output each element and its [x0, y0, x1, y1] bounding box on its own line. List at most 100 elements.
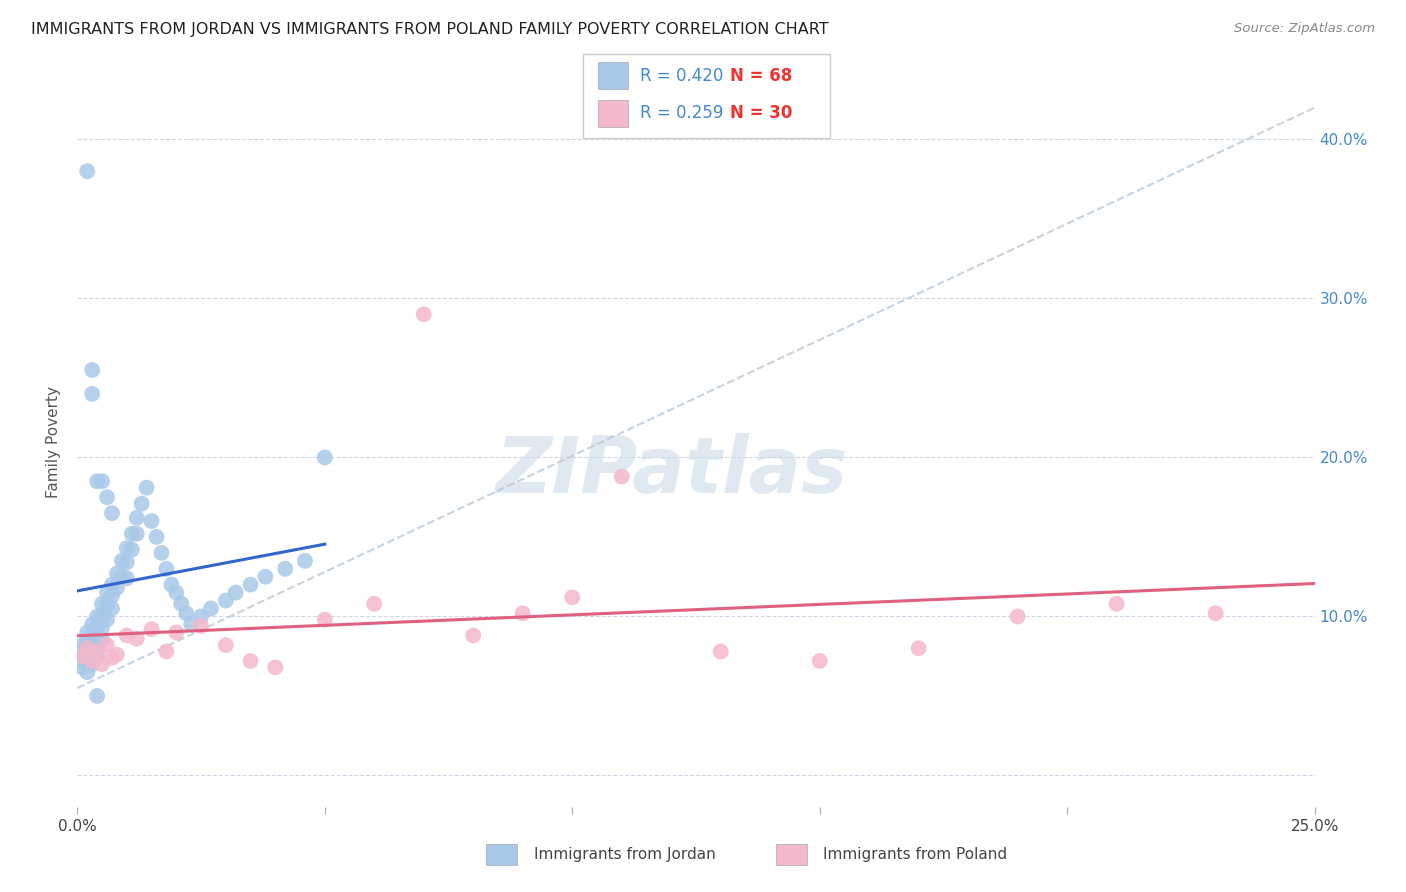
Point	[1105, 597, 1128, 611]
Point	[412, 307, 434, 321]
Point	[72, 660, 94, 674]
Point	[190, 609, 212, 624]
Point	[105, 581, 128, 595]
Point	[115, 628, 138, 642]
Point	[76, 164, 98, 178]
Point	[82, 654, 104, 668]
Text: R = 0.259: R = 0.259	[640, 104, 723, 122]
Point	[82, 648, 104, 662]
Point	[314, 450, 336, 465]
Text: N = 68: N = 68	[730, 67, 792, 85]
Point	[86, 619, 108, 633]
Point	[254, 570, 277, 584]
Point	[1205, 607, 1227, 621]
Point	[121, 526, 143, 541]
Point	[190, 619, 212, 633]
Point	[96, 585, 118, 599]
Point	[101, 577, 124, 591]
Point	[264, 660, 287, 674]
Point	[86, 644, 108, 658]
Point	[91, 609, 114, 624]
Point	[82, 363, 104, 377]
Point	[76, 652, 98, 666]
Point	[111, 570, 134, 584]
Point	[86, 638, 108, 652]
Point	[145, 530, 167, 544]
Point	[91, 633, 114, 648]
Point	[610, 469, 633, 483]
Point	[96, 638, 118, 652]
Point	[72, 649, 94, 664]
Point	[115, 541, 138, 555]
Point	[710, 644, 733, 658]
Point	[125, 526, 148, 541]
Point	[86, 475, 108, 489]
Point	[274, 562, 297, 576]
Point	[174, 607, 197, 621]
Point	[86, 628, 108, 642]
Point	[115, 571, 138, 585]
Point	[215, 593, 238, 607]
Point	[180, 617, 202, 632]
Point	[225, 585, 247, 599]
Point	[170, 597, 193, 611]
Point	[82, 617, 104, 632]
Point	[76, 641, 98, 656]
Point	[141, 514, 163, 528]
Point	[131, 497, 153, 511]
Point	[91, 657, 114, 672]
Point	[72, 638, 94, 652]
Point	[512, 607, 534, 621]
Point	[561, 591, 583, 605]
Point	[86, 609, 108, 624]
Point	[91, 475, 114, 489]
Point	[76, 641, 98, 656]
Point	[215, 638, 238, 652]
Point	[165, 625, 187, 640]
Text: ZIPatlas: ZIPatlas	[495, 433, 848, 508]
Text: IMMIGRANTS FROM JORDAN VS IMMIGRANTS FROM POLAND FAMILY POVERTY CORRELATION CHAR: IMMIGRANTS FROM JORDAN VS IMMIGRANTS FRO…	[31, 22, 828, 37]
Point	[96, 490, 118, 504]
Point	[82, 387, 104, 401]
Point	[808, 654, 831, 668]
Point	[96, 599, 118, 613]
Point	[907, 641, 929, 656]
Point	[160, 577, 183, 591]
Point	[82, 657, 104, 672]
Point	[72, 644, 94, 658]
Point	[101, 601, 124, 615]
Text: N = 30: N = 30	[730, 104, 792, 122]
Point	[121, 542, 143, 557]
Point	[105, 566, 128, 581]
Point	[86, 689, 108, 703]
Point	[101, 650, 124, 665]
Text: Source: ZipAtlas.com: Source: ZipAtlas.com	[1234, 22, 1375, 36]
Point	[463, 628, 485, 642]
Point	[150, 546, 173, 560]
Point	[239, 654, 262, 668]
Y-axis label: Family Poverty: Family Poverty	[46, 385, 62, 498]
Point	[1007, 609, 1029, 624]
Point	[165, 585, 187, 599]
Point	[105, 648, 128, 662]
Point	[86, 649, 108, 664]
Point	[76, 633, 98, 648]
Point	[155, 562, 177, 576]
Point	[115, 555, 138, 569]
Point	[111, 554, 134, 568]
Point	[82, 628, 104, 642]
Point	[155, 644, 177, 658]
Point	[101, 589, 124, 603]
Point	[239, 577, 262, 591]
Point	[314, 613, 336, 627]
Point	[76, 665, 98, 679]
Point	[72, 654, 94, 668]
Point	[294, 554, 316, 568]
Point	[135, 481, 157, 495]
Point	[101, 506, 124, 520]
Text: Immigrants from Poland: Immigrants from Poland	[823, 847, 1007, 862]
Point	[91, 597, 114, 611]
Point	[91, 621, 114, 635]
Point	[125, 632, 148, 646]
Point	[141, 622, 163, 636]
